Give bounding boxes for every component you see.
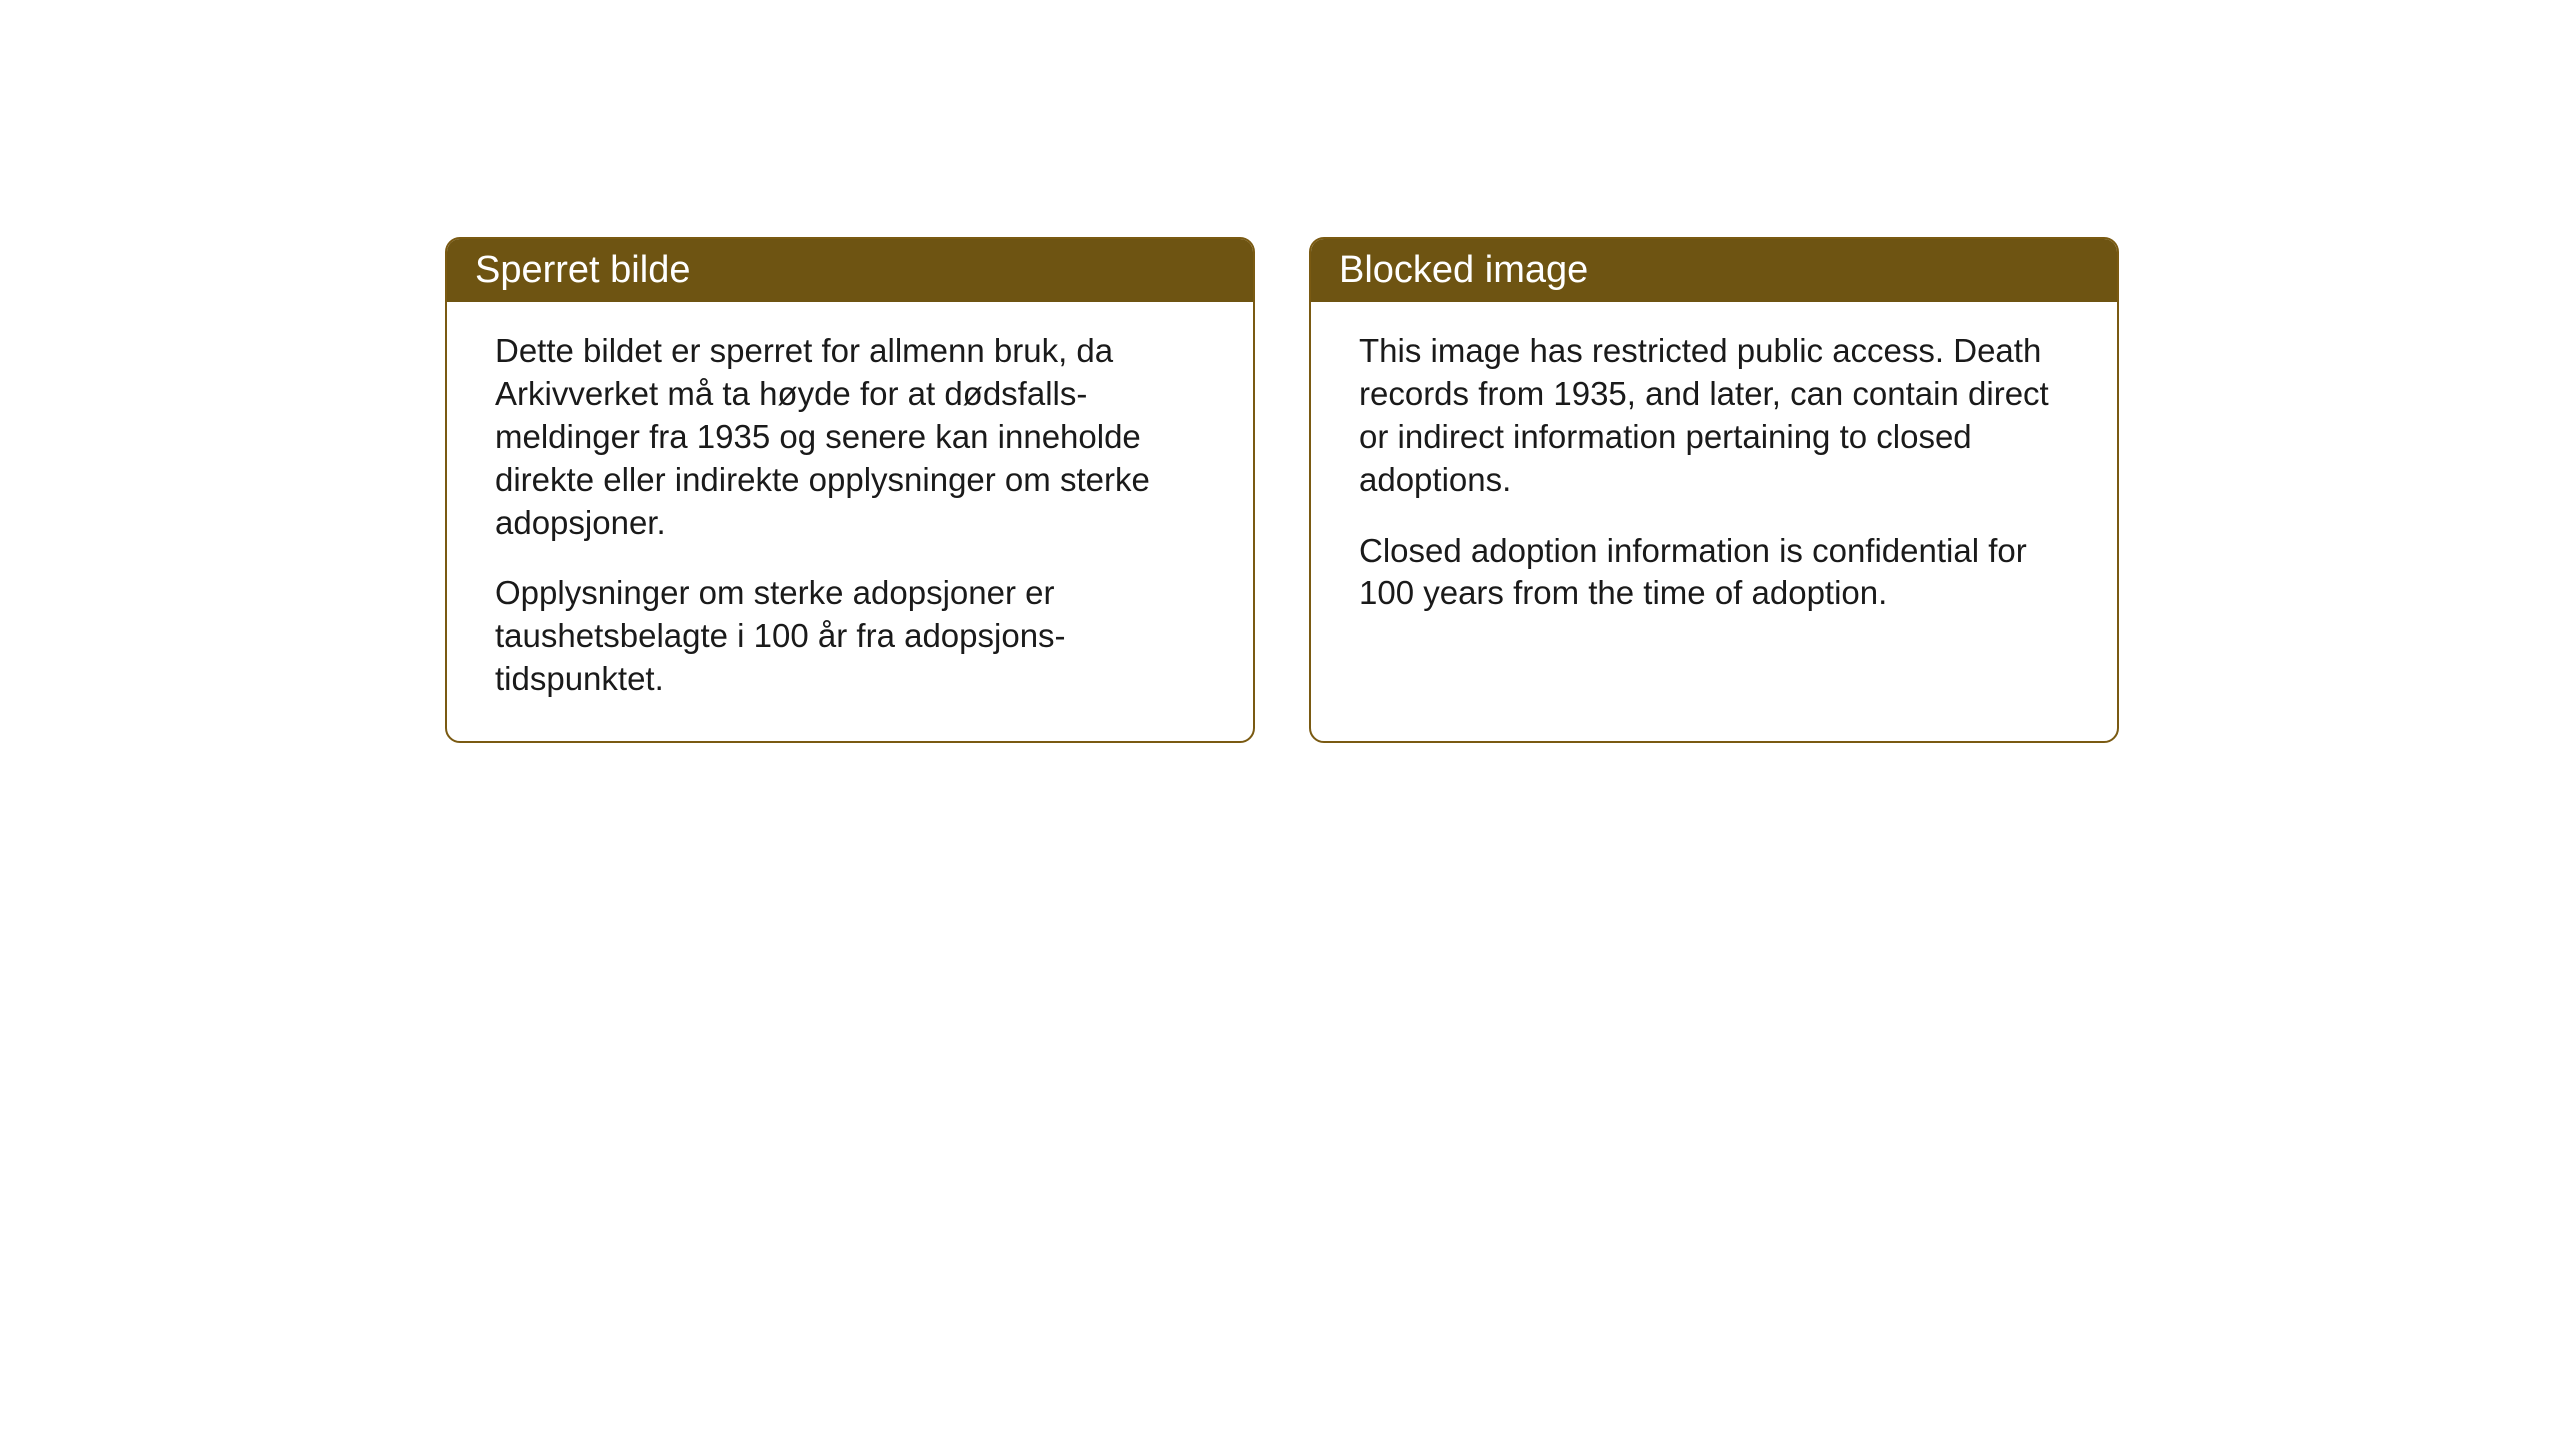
card-title-english: Blocked image <box>1339 249 1588 291</box>
card-body-english: This image has restricted public access.… <box>1311 302 2117 655</box>
cards-container: Sperret bilde Dette bildet er sperret fo… <box>445 237 2119 743</box>
paragraph-2-norwegian: Opplysninger om sterke adopsjoner er tau… <box>495 572 1205 701</box>
card-header-norwegian: Sperret bilde <box>447 239 1253 302</box>
card-title-norwegian: Sperret bilde <box>475 249 690 291</box>
paragraph-1-norwegian: Dette bildet er sperret for allmenn bruk… <box>495 330 1205 544</box>
card-norwegian: Sperret bilde Dette bildet er sperret fo… <box>445 237 1255 743</box>
card-header-english: Blocked image <box>1311 239 2117 302</box>
card-body-norwegian: Dette bildet er sperret for allmenn bruk… <box>447 302 1253 741</box>
card-english: Blocked image This image has restricted … <box>1309 237 2119 743</box>
paragraph-1-english: This image has restricted public access.… <box>1359 330 2069 502</box>
paragraph-2-english: Closed adoption information is confident… <box>1359 530 2069 616</box>
